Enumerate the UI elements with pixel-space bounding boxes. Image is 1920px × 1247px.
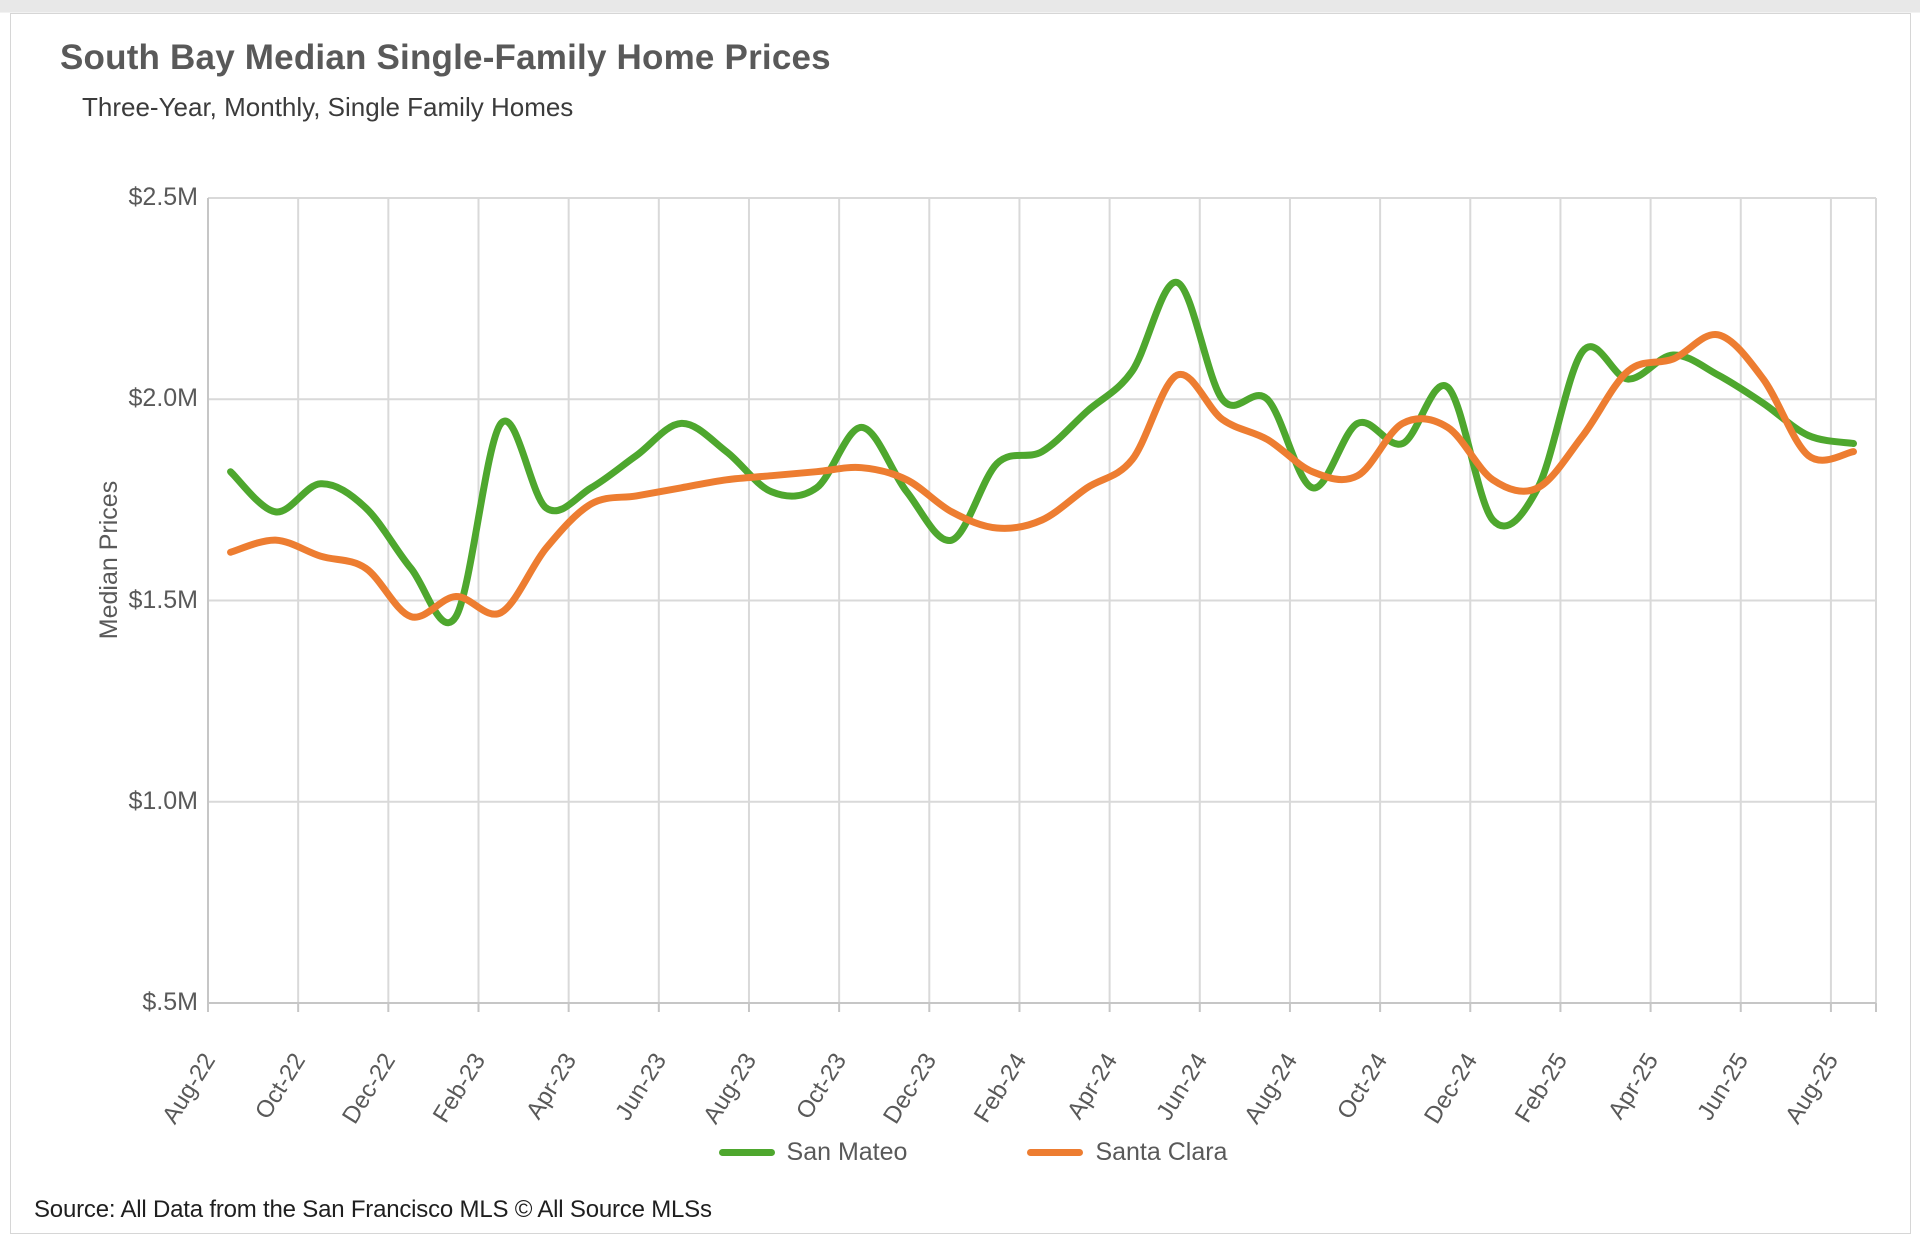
y-axis-title: Median Prices xyxy=(95,480,123,640)
y-axis-label: $1.0M xyxy=(128,786,198,815)
santa-clara-line-swatch-icon xyxy=(1027,1149,1084,1156)
y-axis-label: $.5M xyxy=(142,988,198,1016)
chart-container xyxy=(10,13,1911,1234)
legend-label-santa-clara: Santa Clara xyxy=(1095,1138,1228,1166)
series-line-santa-clara xyxy=(227,331,1857,621)
legend-item-santa-clara: Santa Clara xyxy=(1027,1138,1227,1167)
series-line-san-mateo xyxy=(227,279,1857,627)
y-axis-label: $1.5M xyxy=(128,585,198,614)
san-mateo-line-swatch-icon xyxy=(718,1149,775,1156)
y-axis-label: $2.5M xyxy=(128,183,198,211)
source-attribution: Source: All Data from the San Francisco … xyxy=(34,1196,712,1223)
window-top-strip xyxy=(0,0,1920,13)
chart-title: South Bay Median Single-Family Home Pric… xyxy=(60,38,831,77)
legend-item-san-mateo: San Mateo xyxy=(718,1138,908,1167)
legend-label-san-mateo: San Mateo xyxy=(786,1138,908,1166)
y-axis-label: $2.0M xyxy=(128,384,198,413)
chart-subtitle: Three-Year, Monthly, Single Family Homes xyxy=(82,92,574,122)
chart-legend: San Mateo Santa Clara xyxy=(208,1138,1738,1167)
